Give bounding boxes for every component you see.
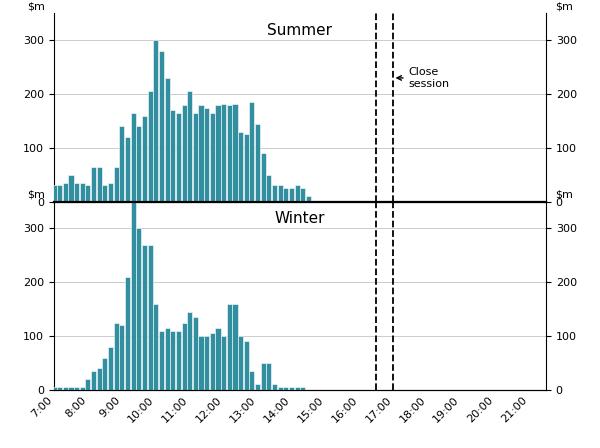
Bar bbox=[68, 387, 74, 390]
Bar bbox=[227, 304, 232, 390]
Bar bbox=[148, 91, 152, 202]
Bar bbox=[164, 328, 170, 390]
Bar bbox=[131, 202, 136, 390]
Bar bbox=[300, 188, 305, 202]
Bar bbox=[266, 363, 271, 390]
Bar bbox=[176, 331, 181, 390]
Text: Summer: Summer bbox=[268, 23, 332, 38]
Bar bbox=[260, 153, 266, 202]
Bar bbox=[142, 116, 147, 202]
Bar bbox=[295, 185, 300, 202]
Bar bbox=[91, 167, 96, 202]
Bar bbox=[170, 331, 175, 390]
Bar bbox=[238, 132, 243, 202]
Bar bbox=[91, 371, 96, 390]
Bar bbox=[108, 183, 113, 202]
Bar bbox=[103, 358, 107, 390]
Bar bbox=[295, 387, 300, 390]
Bar bbox=[221, 104, 226, 202]
Bar bbox=[300, 387, 305, 390]
Bar bbox=[244, 134, 249, 202]
Bar bbox=[176, 113, 181, 202]
Text: $m: $m bbox=[555, 1, 573, 12]
Bar bbox=[85, 185, 91, 202]
Bar bbox=[244, 341, 249, 390]
Bar bbox=[272, 384, 277, 390]
Bar bbox=[119, 126, 124, 202]
Bar bbox=[136, 228, 142, 390]
Bar bbox=[148, 245, 152, 390]
Text: $m: $m bbox=[27, 190, 45, 200]
Bar bbox=[182, 105, 187, 202]
Bar bbox=[193, 317, 198, 390]
Text: $m: $m bbox=[27, 1, 45, 12]
Text: Winter: Winter bbox=[275, 211, 325, 226]
Bar bbox=[80, 183, 85, 202]
Bar bbox=[63, 387, 68, 390]
Bar bbox=[232, 304, 238, 390]
Bar bbox=[250, 102, 254, 202]
Bar bbox=[199, 105, 203, 202]
Bar bbox=[221, 336, 226, 390]
Bar bbox=[204, 336, 209, 390]
Bar bbox=[136, 126, 142, 202]
Bar bbox=[215, 328, 221, 390]
Bar bbox=[113, 323, 119, 390]
Bar bbox=[52, 387, 56, 390]
Bar bbox=[250, 371, 254, 390]
Bar bbox=[159, 331, 164, 390]
Bar bbox=[57, 185, 62, 202]
Bar bbox=[85, 379, 91, 390]
Bar bbox=[204, 108, 209, 202]
Bar bbox=[260, 363, 266, 390]
Bar bbox=[283, 188, 289, 202]
Bar bbox=[74, 183, 79, 202]
Bar bbox=[289, 387, 294, 390]
Bar bbox=[125, 137, 130, 202]
Bar bbox=[97, 368, 102, 390]
Bar bbox=[108, 347, 113, 390]
Bar bbox=[210, 113, 215, 202]
Bar bbox=[52, 185, 56, 202]
Bar bbox=[80, 387, 85, 390]
Bar bbox=[255, 124, 260, 202]
Bar bbox=[227, 105, 232, 202]
Bar bbox=[119, 325, 124, 390]
Bar bbox=[187, 91, 192, 202]
Bar bbox=[131, 113, 136, 202]
Bar bbox=[68, 175, 74, 202]
Bar bbox=[164, 78, 170, 202]
Bar bbox=[193, 113, 198, 202]
Bar bbox=[182, 323, 187, 390]
Bar bbox=[278, 387, 283, 390]
Bar bbox=[199, 336, 203, 390]
Bar bbox=[159, 51, 164, 202]
Bar bbox=[153, 40, 158, 202]
Bar bbox=[153, 304, 158, 390]
Bar bbox=[57, 387, 62, 390]
Bar bbox=[278, 185, 283, 202]
Bar bbox=[283, 387, 289, 390]
Bar bbox=[306, 196, 311, 202]
Bar bbox=[238, 336, 243, 390]
Bar bbox=[272, 185, 277, 202]
Bar bbox=[170, 110, 175, 202]
Bar bbox=[113, 167, 119, 202]
Bar bbox=[63, 183, 68, 202]
Text: Close
session: Close session bbox=[397, 67, 450, 89]
Bar bbox=[255, 384, 260, 390]
Bar bbox=[97, 167, 102, 202]
Bar bbox=[103, 185, 107, 202]
Bar bbox=[187, 312, 192, 390]
Bar bbox=[142, 245, 147, 390]
Bar bbox=[232, 104, 238, 202]
Bar bbox=[266, 175, 271, 202]
Text: $m: $m bbox=[555, 190, 573, 200]
Bar bbox=[125, 277, 130, 390]
Bar bbox=[215, 105, 221, 202]
Bar bbox=[289, 188, 294, 202]
Bar bbox=[210, 333, 215, 390]
Bar bbox=[74, 387, 79, 390]
